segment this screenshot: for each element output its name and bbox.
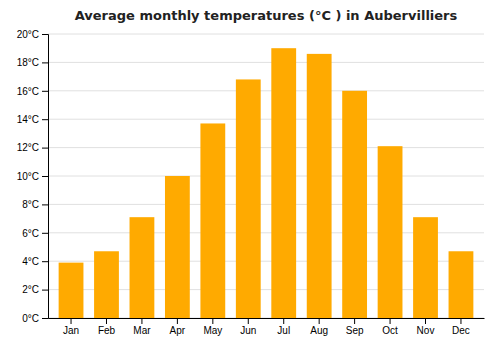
tick-mark — [42, 318, 48, 319]
grid-line — [48, 62, 484, 63]
tick: Nov — [417, 318, 435, 336]
tick-label: Oct — [382, 325, 398, 336]
tick: Sep — [346, 318, 364, 336]
tick: 8°C — [22, 199, 48, 210]
tick-mark — [71, 318, 72, 324]
tick-label: Sep — [346, 325, 364, 336]
tick: Dec — [452, 318, 470, 336]
tick-label: 6°C — [22, 228, 39, 239]
grid-line — [48, 119, 484, 120]
bar — [307, 54, 332, 318]
tick-label: May — [203, 325, 222, 336]
plot-area: 0°C 2°C 4°C 6°C 8°C 10°C 12°C 14°C 16°C 18°C 20°C J… — [17, 29, 485, 336]
tick: 2°C — [22, 284, 48, 295]
grid — [48, 34, 484, 318]
tick-label: Jun — [240, 325, 256, 336]
tick-mark — [248, 318, 249, 324]
tick-mark — [42, 204, 48, 205]
tick-label: 20°C — [17, 29, 39, 40]
tick: Apr — [170, 318, 186, 336]
tick-mark — [177, 318, 178, 324]
bar — [130, 217, 155, 318]
tick-mark — [390, 318, 391, 324]
bars — [59, 48, 474, 318]
tick-mark — [319, 318, 320, 324]
bar — [413, 217, 438, 318]
tick: Mar — [133, 318, 151, 336]
tick-mark — [42, 176, 48, 177]
tick: 4°C — [22, 256, 48, 267]
tick-label: Apr — [170, 325, 186, 336]
tick-mark — [42, 62, 48, 63]
tick: 14°C — [17, 114, 48, 125]
tick: Jan — [63, 318, 79, 336]
axis-line — [49, 318, 485, 319]
bar — [94, 251, 119, 318]
grid-line — [48, 204, 484, 205]
y-axis: 0°C 2°C 4°C 6°C 8°C 10°C 12°C 14°C 16°C 18°C 20°C — [17, 29, 49, 324]
tick-label: 12°C — [17, 142, 39, 153]
tick-label: Jul — [277, 325, 290, 336]
tick: 20°C — [17, 29, 48, 40]
tick: Jun — [240, 318, 256, 336]
tick-mark — [354, 318, 355, 324]
tick-label: Mar — [133, 325, 151, 336]
axis-line — [42, 35, 49, 319]
tick-mark — [106, 318, 107, 324]
tick: Aug — [310, 318, 328, 336]
tick: Oct — [382, 318, 398, 336]
tick-label: 16°C — [17, 86, 39, 97]
title: Average monthly temperatures (°C ) in Au… — [75, 8, 458, 23]
tick-label: 18°C — [17, 57, 39, 68]
grid-line — [48, 176, 484, 177]
tick-label: 4°C — [22, 256, 39, 267]
tick-label: 14°C — [17, 114, 39, 125]
tick: May — [203, 318, 222, 336]
tick: 18°C — [17, 57, 48, 68]
tick-mark — [460, 318, 461, 324]
tick-label: 0°C — [22, 313, 39, 324]
tick-mark — [283, 318, 284, 324]
tick: Feb — [98, 318, 116, 336]
tick-label: Feb — [98, 325, 116, 336]
tick-mark — [42, 91, 48, 92]
bar — [271, 48, 296, 318]
tick-mark — [212, 318, 213, 324]
tick-label: 2°C — [22, 284, 39, 295]
bar — [342, 91, 367, 318]
tick-label: 8°C — [22, 199, 39, 210]
x-axis: Jan Feb Mar Apr May Jun Jul Aug Sep Oct Nov Dec — [49, 318, 485, 336]
tick-mark — [42, 261, 48, 262]
grid-line — [48, 147, 484, 148]
chart-container: 0°C 2°C 4°C 6°C 8°C 10°C 12°C 14°C 16°C 18°C 20°C J… — [0, 0, 500, 350]
bar — [165, 176, 190, 318]
tick: 16°C — [17, 86, 48, 97]
tick-label: 10°C — [17, 171, 39, 182]
tick-label: Nov — [417, 325, 435, 336]
tick: 10°C — [17, 171, 48, 182]
tick-mark — [42, 34, 48, 35]
bar — [449, 251, 474, 318]
tick-mark — [42, 119, 48, 120]
tick: 0°C — [22, 313, 48, 324]
tick-mark — [42, 148, 48, 149]
tick: 12°C — [17, 142, 48, 153]
bar — [59, 263, 84, 318]
tick-mark — [42, 233, 48, 234]
bar — [200, 123, 225, 318]
grid-line — [48, 90, 484, 91]
tick-mark — [141, 318, 142, 324]
tick-mark — [42, 290, 48, 291]
tick: 6°C — [22, 228, 48, 239]
tick-mark — [425, 318, 426, 324]
grid-line — [48, 34, 484, 35]
tick-label: Jan — [63, 325, 79, 336]
tick-label: Aug — [310, 325, 328, 336]
bar — [378, 146, 403, 318]
chart-svg: 0°C 2°C 4°C 6°C 8°C 10°C 12°C 14°C 16°C 18°C 20°C J… — [0, 0, 500, 350]
bar — [236, 79, 261, 318]
tick-label: Dec — [452, 325, 470, 336]
tick: Jul — [277, 318, 290, 336]
